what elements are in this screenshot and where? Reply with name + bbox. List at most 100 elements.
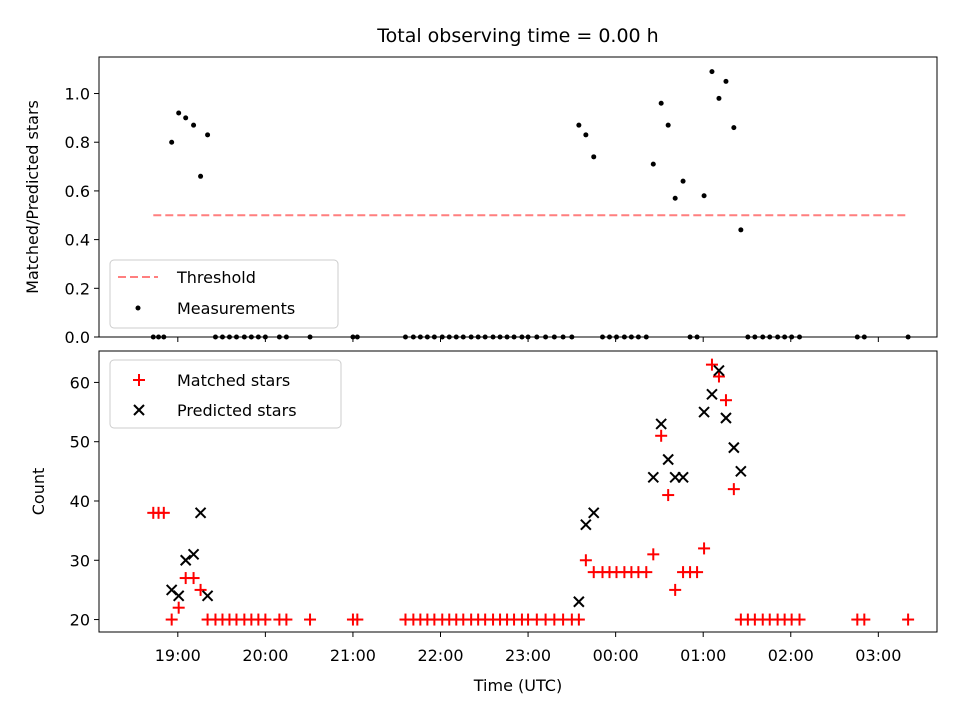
predicted-stars-legend-label: Predicted stars xyxy=(177,401,297,420)
predicted-star-point xyxy=(677,471,689,483)
matched-star-point xyxy=(698,542,711,555)
measurement-point xyxy=(176,110,182,116)
measurement-point xyxy=(731,125,737,131)
measurement-point xyxy=(183,115,189,121)
measurement-point xyxy=(738,227,744,233)
measurement-point xyxy=(198,173,204,179)
count-y-tick-label: 50 xyxy=(70,433,90,452)
measurement-point xyxy=(680,178,686,184)
predicted-star-point xyxy=(647,471,659,483)
predicted-star-point xyxy=(720,412,732,424)
count-legend: Matched stars Predicted stars xyxy=(109,359,342,429)
measurement-point xyxy=(583,132,589,138)
ratio-y-tick-label: 1.0 xyxy=(65,85,90,104)
matched-star-point xyxy=(858,613,871,626)
count-legend-box xyxy=(109,359,342,429)
predicted-star-point xyxy=(201,590,214,602)
matched-star-point xyxy=(655,429,668,442)
matched-star-point xyxy=(194,583,207,596)
matched-star-point xyxy=(259,613,272,626)
matched-star-point xyxy=(157,506,170,519)
matched-star-point xyxy=(712,370,725,383)
x-tick-label: 21:00 xyxy=(330,646,376,665)
matched-star-point xyxy=(172,601,185,614)
x-tick-label: 22:00 xyxy=(417,646,463,665)
predicted-stars-legend-swatch xyxy=(133,404,145,416)
ratio-y-tick-label: 0.4 xyxy=(65,231,90,250)
ratio-y-tick-label: 0.0 xyxy=(65,328,90,347)
count-y-tick-label: 20 xyxy=(70,611,90,630)
predicted-star-point xyxy=(179,554,192,566)
predicted-star-point xyxy=(698,406,710,418)
measurement-point xyxy=(650,161,656,167)
predicted-star-point xyxy=(655,418,667,430)
measurement-point xyxy=(591,154,597,160)
ratio-y-tick-label: 0.6 xyxy=(65,182,90,201)
matched-star-point xyxy=(304,613,317,626)
measurements-legend-label: Measurements xyxy=(177,299,295,318)
predicted-star-point xyxy=(728,441,740,454)
matched-star-point xyxy=(705,358,718,371)
ratio-y-axis-label: Matched/Predicted stars xyxy=(23,100,42,294)
count-plot-frame xyxy=(98,350,938,633)
count-y-tick-label: 40 xyxy=(70,492,90,511)
matched-star-point xyxy=(572,613,585,626)
count-panel: 20 30 40 50 60 19:00 20:00 21:00 22:00 23:00 00:00… xyxy=(29,350,938,695)
measurement-point xyxy=(709,69,715,75)
matched-star-point xyxy=(727,483,740,496)
matched-star-point xyxy=(902,613,915,626)
matched-star-point xyxy=(662,489,675,502)
predicted-star-point xyxy=(580,518,592,531)
matched-star-point xyxy=(793,613,806,626)
predicted-star-point xyxy=(172,590,185,602)
predicted-star-point xyxy=(713,364,725,377)
predicted-star-point xyxy=(187,548,200,561)
ratio-y-tick-label: 0.8 xyxy=(65,133,90,152)
chart-title: Total observing time = 0.00 h xyxy=(376,25,658,47)
predicted-star-point xyxy=(662,453,674,466)
matched-star-point xyxy=(669,583,682,596)
matched-star-point xyxy=(187,572,200,585)
x-tick-label: 02:00 xyxy=(768,646,814,665)
matched-star-point xyxy=(719,394,732,407)
ratio-axes: 0.0 0.2 0.4 0.6 0.8 1.0 xyxy=(65,85,879,347)
predicted-star-point xyxy=(194,507,207,519)
predicted-star-point xyxy=(588,507,600,519)
matched-star-point xyxy=(647,548,660,561)
matched-stars-legend-label: Matched stars xyxy=(177,371,290,390)
measurement-point xyxy=(658,100,664,106)
count-series-layer xyxy=(147,358,915,626)
matched-star-point xyxy=(165,613,178,626)
ratio-legend: Threshold Measurements xyxy=(109,259,339,329)
x-tick-label: 01:00 xyxy=(680,646,726,665)
measurement-point xyxy=(576,122,582,128)
matched-star-point xyxy=(351,613,364,626)
measurement-point xyxy=(701,193,707,199)
ratio-y-tick-label: 0.2 xyxy=(65,279,90,298)
measurements-legend-swatch xyxy=(135,305,141,311)
matched-star-point xyxy=(579,554,592,567)
x-axis-label: Time (UTC) xyxy=(473,676,562,695)
count-y-tick-label: 30 xyxy=(70,551,90,570)
x-tick-label: 03:00 xyxy=(855,646,901,665)
x-tick-label: 00:00 xyxy=(593,646,639,665)
measurement-point xyxy=(723,78,729,84)
matched-star-point xyxy=(640,566,653,579)
x-tick-label: 19:00 xyxy=(155,646,201,665)
threshold-legend-label: Threshold xyxy=(176,268,256,287)
measurement-point xyxy=(672,195,678,201)
measurement-point xyxy=(665,122,671,128)
measurement-point xyxy=(716,95,722,101)
x-tick-label: 23:00 xyxy=(505,646,551,665)
matched-star-point xyxy=(691,566,704,579)
ratio-plot-frame xyxy=(98,56,938,338)
measurement-point xyxy=(205,132,211,138)
ratio-panel: 0.0 0.2 0.4 0.6 0.8 1.0 Matched/Predicted sta… xyxy=(23,56,938,347)
predicted-star-point xyxy=(706,388,718,400)
matched-star-point xyxy=(280,613,293,626)
count-y-tick-label: 60 xyxy=(70,373,90,392)
measurement-point xyxy=(169,139,175,145)
matched-stars-legend-swatch xyxy=(133,374,145,386)
count-y-axis-label: Count xyxy=(29,468,48,516)
